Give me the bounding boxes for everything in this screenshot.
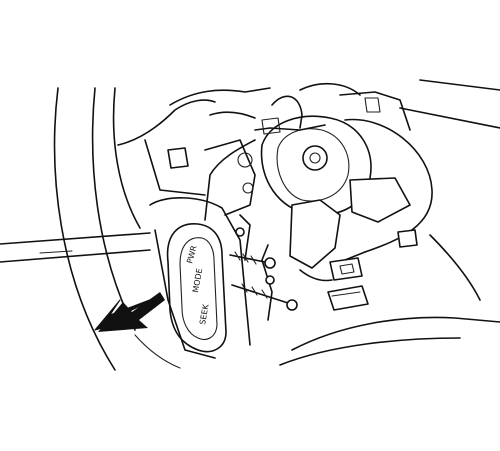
mode-label: MODE <box>191 268 204 294</box>
audio-switch-labels: PWR MODE SEEK <box>185 244 210 325</box>
hub-upper <box>117 82 411 196</box>
mounting-plate <box>204 139 256 261</box>
switch-bezel <box>149 197 251 359</box>
upper-screw <box>229 251 276 269</box>
steering-wheel-rim <box>53 87 181 371</box>
lower-screw <box>231 283 298 311</box>
wheel-spokes <box>0 79 500 301</box>
connectors <box>329 229 418 281</box>
seek-label: SEEK <box>198 303 211 325</box>
lower-bracket <box>261 177 500 366</box>
clock-spring <box>260 115 372 216</box>
arrow-left-down-icon <box>94 292 165 332</box>
